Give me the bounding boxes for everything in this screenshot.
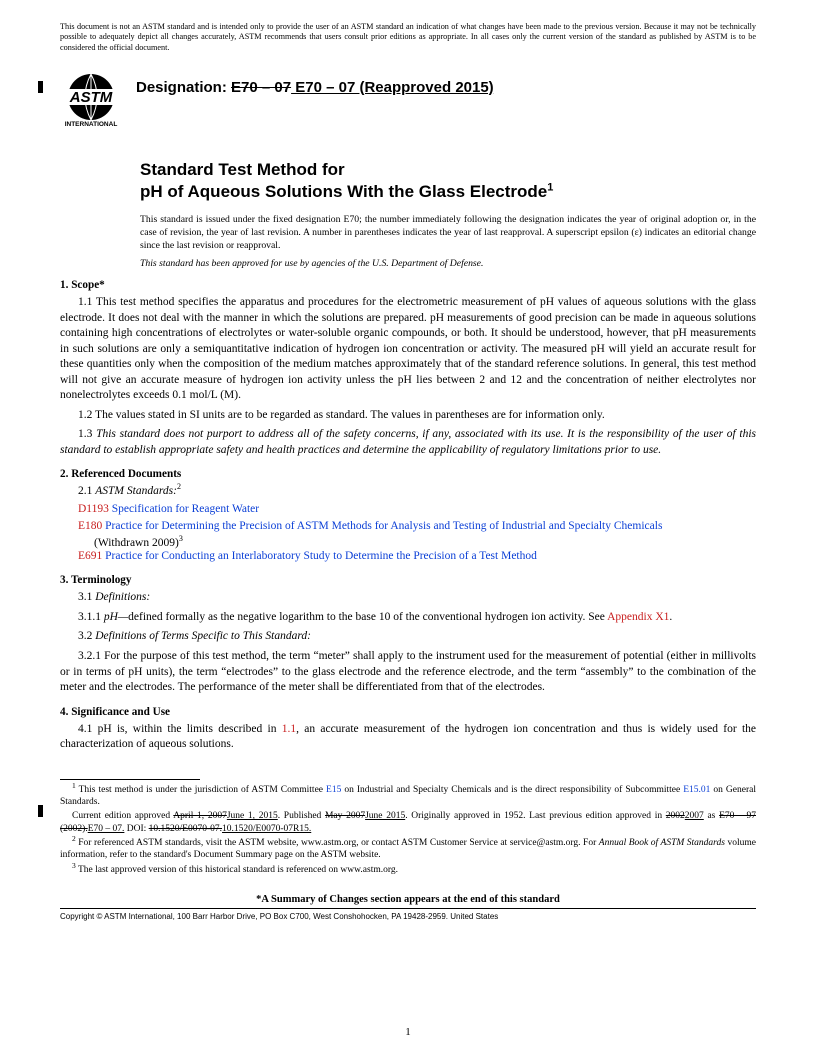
issued-note: This standard is issued under the fixed … <box>140 213 756 252</box>
para-3-1-1: 3.1.1 pH—defined formally as the negativ… <box>60 610 756 626</box>
para-3-2-1: 3.2.1 For the purpose of this test metho… <box>60 649 756 696</box>
section-4-head: 4. Significance and Use <box>60 706 756 718</box>
svg-text:ASTM: ASTM <box>69 89 113 106</box>
ref-e180: E180 Practice for Determining the Precis… <box>78 519 756 535</box>
para-1-3: 1.3 This standard does not purport to ad… <box>60 427 756 458</box>
para-1-2: 1.2 The values stated in SI units are to… <box>60 408 756 424</box>
para-1-1: 1.1 This test method specifies the appar… <box>60 295 756 404</box>
footnote-2: 2 For referenced ASTM standards, visit t… <box>60 837 756 862</box>
summary-of-changes: *A Summary of Changes section appears at… <box>60 894 756 905</box>
top-disclaimer: This document is not an ASTM standard an… <box>60 22 756 53</box>
footnote-rule <box>60 779 200 780</box>
designation-header: ASTM INTERNATIONAL Designation: E70 – 07… <box>60 67 756 129</box>
footnote-3: 3 The last approved version of this hist… <box>60 864 756 876</box>
section-1-head: 1. Scope* <box>60 279 756 291</box>
para-3-2: 3.2 Definitions of Terms Specific to Thi… <box>60 629 756 645</box>
ref-d1193: D1193 Specification for Reagent Water <box>78 502 756 518</box>
para-4-1: 4.1 pH is, within the limits described i… <box>60 722 756 753</box>
footnote-1: 1 This test method is under the jurisdic… <box>60 784 756 809</box>
bottom-rule <box>60 908 756 909</box>
change-bar-footnote <box>38 805 43 817</box>
astm-logo: ASTM INTERNATIONAL <box>60 67 122 129</box>
para-1-3-text: This standard does not purport to addres… <box>60 428 756 456</box>
para-2-1: 2.1 ASTM Standards:2 <box>78 484 756 500</box>
dod-note: This standard has been approved for use … <box>140 258 756 269</box>
page-number: 1 <box>0 1026 816 1038</box>
title-block: Standard Test Method for pH of Aqueous S… <box>140 159 756 269</box>
designation-line: Designation: E70 – 07 E70 – 07 (Reapprov… <box>136 79 494 96</box>
svg-text:INTERNATIONAL: INTERNATIONAL <box>65 121 118 128</box>
ref-e180-withdrawn: (Withdrawn 2009)3 <box>94 537 756 549</box>
section-2-head: 2. Referenced Documents <box>60 468 756 480</box>
section-3-head: 3. Terminology <box>60 574 756 586</box>
footnote-1b: Current edition approved April 1, 2007Ju… <box>60 810 756 835</box>
para-3-1: 3.1 Definitions: <box>60 590 756 606</box>
standard-title: Standard Test Method for pH of Aqueous S… <box>140 159 756 203</box>
copyright: Copyright © ASTM International, 100 Barr… <box>60 912 756 921</box>
ref-e691: E691 Practice for Conducting an Interlab… <box>78 549 756 565</box>
change-bar <box>38 81 43 93</box>
